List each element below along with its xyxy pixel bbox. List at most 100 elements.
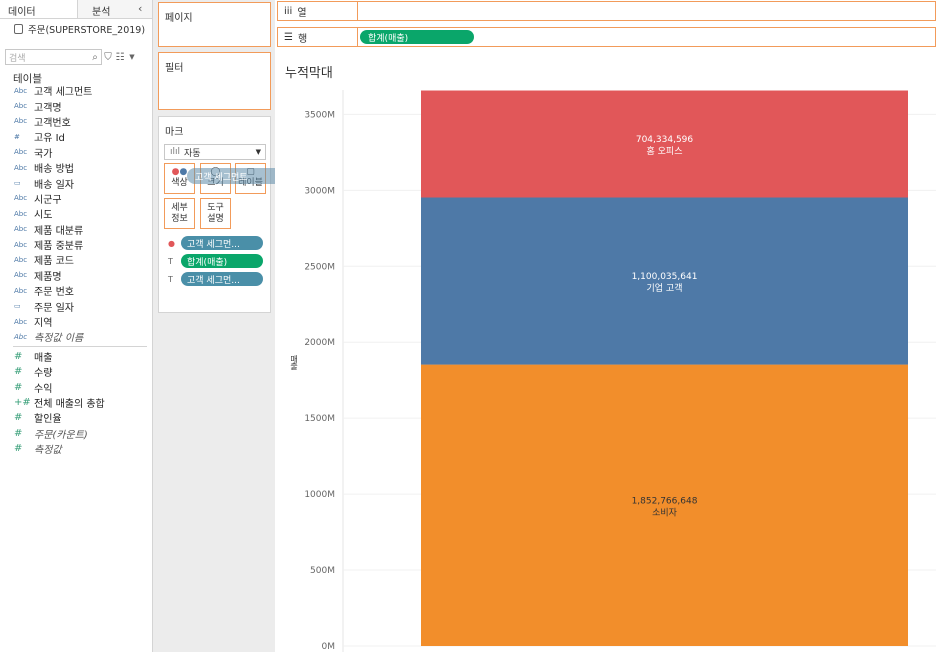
dimension-field[interactable]: Abc 제품 중분류 (0, 237, 152, 253)
number-type-icon: # (14, 350, 23, 362)
rows-label-text: 행 (297, 33, 308, 45)
pages-title: 페이지 (165, 13, 193, 24)
string-type-icon: Abc (14, 102, 28, 111)
dimension-field-name: 배송 방법 (34, 164, 74, 176)
view-options-icon[interactable]: ☷ (115, 51, 125, 63)
mark-pill-segment-color[interactable]: 고객 세그먼... (181, 236, 263, 250)
detail-label-1: 세부 (171, 203, 188, 213)
chevron-down-icon: ▼ (255, 148, 261, 156)
rows-icon: ☰ (284, 31, 293, 43)
tab-analysis[interactable]: 분석 (92, 7, 111, 18)
measure-field[interactable]: # 측정값 (0, 441, 152, 456)
search-input[interactable]: 검색 ⌕ (5, 49, 102, 65)
string-type-icon: Abc (14, 148, 28, 157)
string-type-icon: Abc (14, 286, 28, 295)
dimension-field[interactable]: Abc 시도 (0, 206, 152, 222)
search-placeholder: 검색 (9, 53, 26, 64)
string-type-icon: Abc (14, 317, 28, 326)
measure-field-name: 측정값 (34, 445, 62, 457)
measure-field[interactable]: +# 전체 매출의 총합 (0, 395, 152, 410)
dropdown-arrow-icon[interactable]: ▼ (129, 53, 135, 61)
color-dots-icon: ● (168, 238, 175, 248)
y-tick-label: 3000M (304, 186, 335, 196)
dimension-field-name: 주문 번호 (34, 287, 74, 299)
dimension-field[interactable]: Abc 고객명 (0, 98, 152, 114)
rows-shelf-label: ☰ 행 (278, 28, 358, 46)
measure-field[interactable]: # 수량 (0, 364, 152, 379)
string-type-icon: Abc (14, 86, 28, 95)
rows-pill-sales[interactable]: 합계(매출) (360, 30, 474, 44)
filters-card[interactable]: 필터 (158, 52, 271, 110)
chevron-left-icon[interactable]: ‹ (138, 2, 143, 15)
pages-card[interactable]: 페이지 (158, 2, 271, 47)
y-tick-label: 2000M (304, 338, 335, 348)
dimension-field-name: 배송 일자 (34, 179, 74, 191)
color-label: 색상 (171, 178, 188, 188)
measure-field[interactable]: # 할인율 (0, 410, 152, 425)
tooltip-label-1: 도구 (207, 203, 224, 213)
stacked-bar-chart: 0M 500M 1000M 1500M 2000M 2500M 3000M 3500M 1,8… (304, 90, 936, 652)
dimension-field[interactable]: Abc 측정값 이름 (0, 329, 152, 345)
dimension-field[interactable]: Abc 고객번호 (0, 114, 152, 129)
dimension-field-name: 고객 세그먼트 (34, 87, 93, 99)
dimension-field[interactable]: Abc 지역 (0, 314, 152, 330)
y-tick-label: 1000M (304, 490, 335, 500)
measure-field[interactable]: # 주문(카운트) (0, 426, 152, 441)
dimension-field[interactable]: ▭ 주문 일자 (0, 298, 152, 314)
calendar-icon: ▭ (14, 179, 21, 188)
cards-column: 페이지 필터 마크 ılıl 자동 ▼ ●● 색상 ◯ 크기 ▢ 레이블 세부 … (153, 0, 275, 652)
measure-list: # 매출 # 수량 # 수익 +# 전체 매출의 총합 # 할인율 # 주문(카운트) # 측정값 (0, 349, 152, 457)
dimension-field[interactable]: Abc 제품 대분류 (0, 222, 152, 237)
number-type-icon: # (14, 443, 23, 455)
columns-icon: iii (284, 5, 293, 17)
dimension-field[interactable]: ▭ 배송 일자 (0, 175, 152, 191)
y-tick-label: 0M (322, 642, 336, 652)
bar-segment[interactable] (421, 364, 908, 646)
columns-shelf[interactable]: iii 열 (277, 1, 936, 21)
y-tick-label: 3500M (304, 110, 335, 120)
string-type-icon: Abc (14, 209, 28, 218)
string-type-icon: Abc (14, 117, 28, 126)
dimension-field[interactable]: Abc 제품 코드 (0, 252, 152, 268)
dimension-field[interactable]: Abc 국가 (0, 145, 152, 160)
dimension-field[interactable]: Abc 주문 번호 (0, 283, 152, 299)
data-label-value: 704,334,596 (636, 135, 694, 145)
dimension-field[interactable]: Abc 고객 세그먼트 (0, 83, 152, 99)
mark-type-dropdown[interactable]: ılıl 자동 ▼ (164, 144, 266, 160)
rows-shelf[interactable]: ☰ 행 합계(매출) (277, 27, 936, 47)
mark-pill-segment-label[interactable]: 고객 세그먼... (181, 272, 263, 286)
detail-button[interactable]: 세부 정보 (164, 198, 195, 229)
bar-segment[interactable] (421, 90, 908, 198)
measure-field[interactable]: # 수익 (0, 379, 152, 395)
mark-pill-row-segment-label[interactable]: T 고객 세그먼... (168, 271, 263, 287)
number-type-icon: +# (14, 397, 31, 408)
number-type-icon: # (14, 381, 23, 393)
bar-segment[interactable] (421, 197, 908, 365)
dimension-field[interactable]: Abc 배송 방법 (0, 160, 152, 176)
columns-label-text: 열 (297, 7, 307, 19)
mark-pill-row-sales[interactable]: T 합계(매출) (168, 253, 263, 269)
filter-icon[interactable]: ⛉ (104, 51, 112, 63)
measure-field[interactable]: # 매출 (0, 349, 152, 364)
measure-field-name: 할인율 (34, 414, 62, 426)
y-tick-label: 2500M (304, 262, 335, 272)
string-type-icon: Abc (14, 163, 28, 172)
mark-pill-sales-label[interactable]: 합계(매출) (181, 254, 263, 268)
tab-data[interactable]: 데이터 (0, 0, 78, 18)
dimension-field[interactable]: Abc 시군구 (0, 191, 152, 206)
string-type-icon: Abc (14, 332, 28, 341)
dimension-field-name: 시군구 (34, 194, 62, 206)
datasource-row[interactable]: 주문(SUPERSTORE_2019) (0, 19, 152, 39)
tooltip-button[interactable]: 도구 설명 (200, 198, 231, 229)
dimension-field[interactable]: # 고유 Id (0, 129, 152, 145)
mark-pill-row-color[interactable]: ● 고객 세그먼... (168, 235, 263, 251)
calendar-icon: ▭ (14, 302, 21, 311)
string-type-icon: Abc (14, 240, 28, 249)
dimension-field-name: 지역 (34, 318, 53, 330)
mark-type-value: 자동 (184, 148, 201, 159)
dimension-field[interactable]: Abc 제품명 (0, 268, 152, 283)
datasource-name: 주문(SUPERSTORE_2019) (28, 25, 146, 36)
database-icon (14, 24, 23, 34)
text-icon: T (168, 274, 173, 284)
dimension-field-name: 제품명 (34, 271, 62, 283)
